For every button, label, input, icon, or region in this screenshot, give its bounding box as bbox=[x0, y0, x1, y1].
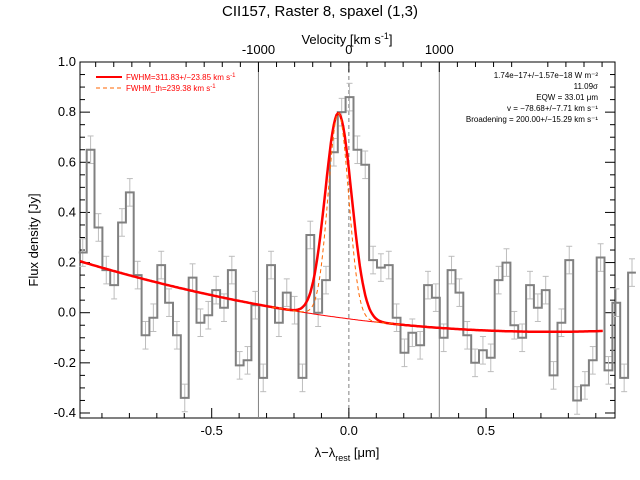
top-tick-label: 0 bbox=[345, 42, 352, 57]
top-axis-label-main: Velocity [km s bbox=[301, 32, 381, 47]
y-tick-label: -0.4 bbox=[54, 405, 76, 420]
baseline-fit-line bbox=[79, 260, 603, 333]
annotation-significance: 11.09σ bbox=[574, 82, 598, 91]
velocity-guide-lines bbox=[257, 62, 440, 418]
y-tick-label: -0.2 bbox=[54, 355, 76, 370]
top-tick-label: 1000 bbox=[425, 42, 454, 57]
x-axis-label: λ−λrest [μm] bbox=[315, 445, 380, 463]
plot-frame bbox=[79, 61, 616, 419]
top-axis-label-sup: -1 bbox=[381, 31, 389, 41]
fit-curves bbox=[79, 111, 603, 334]
legend-label-solid: FWHM=311.83+/−23.85 km s-1 bbox=[126, 73, 236, 82]
y-tick-label: 0.0 bbox=[58, 305, 76, 320]
annotation-flux: 1.74e−17+/−1.57e−18 W m⁻² bbox=[494, 71, 599, 80]
x-tick-label: 0.5 bbox=[477, 423, 495, 438]
legend-label-solid-sup: -1 bbox=[230, 73, 236, 79]
top-tick-label: -1000 bbox=[242, 42, 275, 57]
x-axis-label-unit: [μm] bbox=[350, 445, 379, 460]
plot-border bbox=[79, 61, 616, 419]
legend-label-dashed-sup: -1 bbox=[210, 84, 216, 90]
y-tick-label: 0.8 bbox=[58, 104, 76, 119]
x-tick-label: 0.0 bbox=[340, 423, 358, 438]
y-tick-label: 0.2 bbox=[58, 255, 76, 270]
annotation-velocity: v = −78.68+/−7.71 km s⁻¹ bbox=[507, 104, 598, 113]
top-axis-label: Velocity [km s-1] bbox=[301, 31, 392, 47]
legend-label-dashed-main: FWHM_th=239.38 km s bbox=[126, 84, 210, 93]
y-tick-label: 1.0 bbox=[58, 54, 76, 69]
top-axis-label-end: ] bbox=[389, 32, 393, 47]
x-tick-label: -0.5 bbox=[200, 423, 222, 438]
axis-ticks: -0.5 0.0 0.5 -0.4 -0.2 0.0 0.2 0.4 0.6 0.8 1.0 -100… bbox=[54, 42, 615, 438]
y-tick-label: 0.4 bbox=[58, 204, 76, 219]
annotation-eqw: EQW = 33.01 μm bbox=[536, 93, 598, 102]
fit-annotations: 1.74e−17+/−1.57e−18 W m⁻² 11.09σ EQW = 3… bbox=[466, 71, 598, 124]
legend: FWHM=311.83+/−23.85 km s-1 FWHM_th=239.3… bbox=[96, 73, 236, 93]
spectrum-line bbox=[78, 96, 636, 402]
y-tick-label: 0.6 bbox=[58, 154, 76, 169]
chart-title: CII157, Raster 8, spaxel (1,3) bbox=[222, 3, 418, 20]
legend-label-dashed: FWHM_th=239.38 km s-1 bbox=[126, 84, 216, 93]
x-axis-label-sub: rest bbox=[335, 453, 351, 463]
spectrum-histogram bbox=[78, 96, 636, 402]
annotation-broadening: Broadening = 200.00+/−15.29 km s⁻¹ bbox=[466, 115, 598, 124]
y-axis-label: Flux density [Jy] bbox=[26, 193, 41, 286]
total-fit-line bbox=[79, 111, 603, 334]
thermal-fit-line bbox=[272, 112, 403, 326]
x-axis-label-main: λ−λ bbox=[315, 445, 336, 460]
legend-label-solid-main: FWHM=311.83+/−23.85 km s bbox=[126, 73, 230, 82]
